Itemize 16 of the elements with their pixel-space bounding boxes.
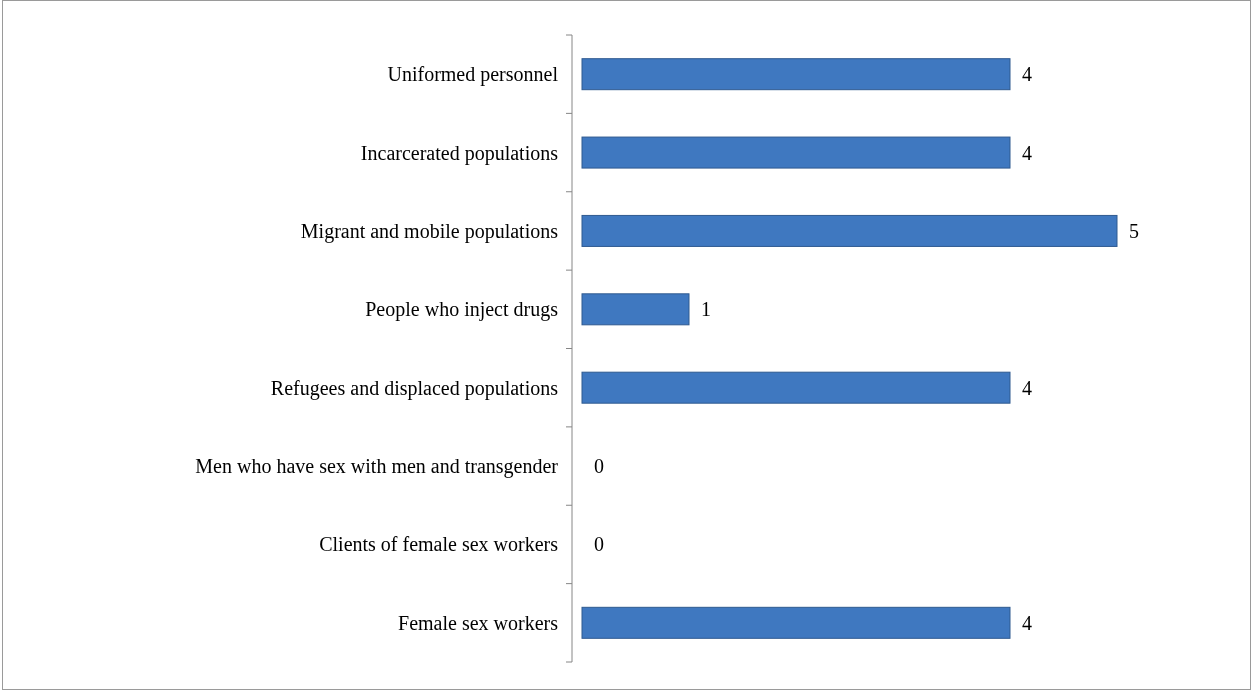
y-tick-label: Men who have sex with men and transgender	[195, 455, 559, 479]
y-tick-label: Female sex workers	[398, 611, 559, 634]
y-tick-label: Incarcerated populations	[360, 141, 559, 165]
y-tick-label: Refugees and displaced populations	[270, 376, 559, 400]
data-label: 1	[701, 298, 711, 321]
data-label: 4	[1022, 63, 1032, 86]
data-label: 4	[1022, 611, 1032, 634]
y-tick-label: Uniformed personnel	[387, 63, 559, 87]
data-label: 4	[1022, 141, 1032, 164]
y-tick-label: People who inject drugs	[365, 298, 559, 322]
data-label: 5	[1129, 219, 1139, 242]
data-label: 0	[594, 455, 604, 478]
y-tick-label: Migrant and mobile populations	[300, 219, 559, 243]
data-label: 0	[594, 533, 604, 556]
y-tick-label: Clients of female sex workers	[319, 533, 559, 556]
data-label: 4	[1022, 376, 1032, 399]
